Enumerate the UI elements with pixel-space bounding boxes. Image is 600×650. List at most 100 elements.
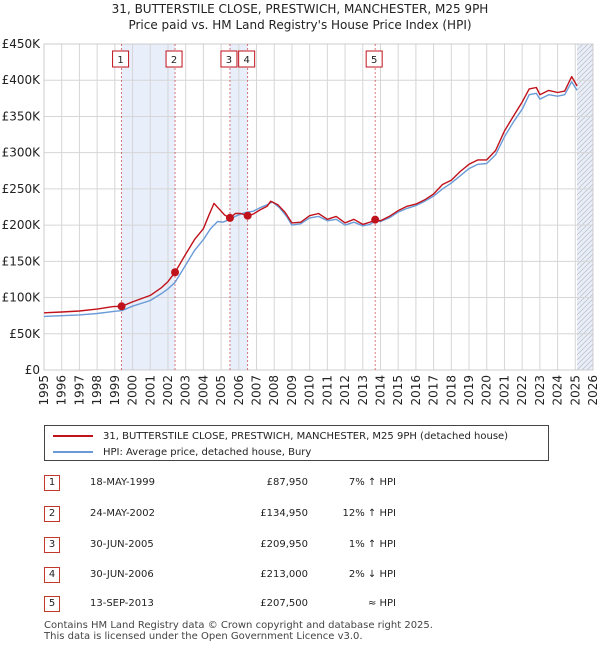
future-hatch-line	[577, 44, 593, 61]
future-hatch-line	[577, 9, 593, 25]
series-line-hpi	[43, 81, 578, 318]
future-hatch-line	[577, 218, 593, 236]
sale-number-box	[165, 50, 183, 68]
x-tick-label: 2013	[356, 375, 370, 406]
future-hatch-line	[577, 303, 593, 321]
sale-number-badge: 5	[44, 596, 60, 612]
future-hatch-line	[577, 293, 593, 311]
sale-date: 30-JUN-2006	[90, 569, 154, 580]
future-hatch-line	[577, 228, 593, 246]
future-hatch-line	[577, 253, 593, 271]
legend-swatch-hpi	[53, 451, 93, 453]
sale-hpi-comparison: 12% ↑ HPI	[342, 508, 396, 519]
future-hatch-line	[577, 238, 593, 256]
table-row: 5 13-SEP-2013 £207,500 ≈ HPI	[44, 596, 564, 612]
future-hatch-line	[577, 133, 593, 151]
future-hatch-line	[577, 148, 593, 166]
sale-markers	[117, 211, 380, 311]
x-tick-label: 2004	[196, 375, 210, 406]
sale-number-label: 3	[226, 55, 232, 66]
future-hatch-line	[577, 163, 593, 181]
future-hatch-line	[577, 273, 593, 291]
x-tick-label: 2011	[320, 375, 334, 406]
x-tick-label: 2026	[586, 375, 600, 406]
x-tick-label: 2006	[232, 375, 246, 406]
sale-number-label: 5	[371, 55, 377, 66]
x-tick-label: 2010	[303, 375, 317, 406]
x-tick-label: 1996	[55, 375, 69, 406]
future-hatch-line	[586, 363, 593, 370]
x-tick-label: 2008	[267, 375, 281, 406]
series-line-property	[43, 75, 578, 314]
future-hatch-line	[577, 24, 593, 40]
price-chart: £0 £50K £100K £150K £200K £250K £300K £350K £400…	[2, 4, 600, 406]
future-hatch-line	[577, 323, 593, 341]
x-tick-label: 2018	[444, 375, 458, 406]
sale-date: 30-JUN-2005	[90, 539, 154, 550]
sale-marker	[117, 302, 126, 311]
sale-hpi-comparison: ≈ HPI	[367, 598, 396, 609]
grid-lines	[43, 43, 594, 371]
x-tick-label: 2002	[161, 375, 175, 406]
footer-copyright: Contains HM Land Registry data © Crown c…	[44, 620, 433, 631]
future-hatch-line	[577, 58, 593, 76]
future-hatch-line	[577, 188, 593, 206]
sale-marker	[371, 215, 380, 224]
x-tick-label: 2022	[515, 375, 529, 406]
y-tick-label: £50K	[9, 327, 41, 341]
future-hatch-line	[577, 44, 579, 46]
x-tick-label: 2025	[568, 375, 582, 406]
table-row: 2 24-MAY-2002 £134,950 12% ↑ HPI	[44, 506, 564, 522]
future-hatch-line	[577, 53, 593, 71]
future-hatch-line	[577, 198, 593, 216]
future-hatch-line	[577, 223, 593, 241]
x-tick-label: 2001	[143, 375, 157, 406]
future-hatch-line	[577, 298, 593, 316]
x-tick-label: 1998	[90, 375, 104, 406]
sale-hpi-comparison: 1% ↑ HPI	[348, 539, 396, 550]
sale-price: £207,500	[260, 598, 308, 609]
sale-marker	[243, 211, 252, 220]
sale-number-label: 4	[243, 55, 249, 66]
legend-label-property: 31, BUTTERSTILE CLOSE, PRESTWICH, MANCHE…	[103, 430, 509, 442]
y-tick-label: £150K	[2, 254, 42, 268]
chart-title: 31, BUTTERSTILE CLOSE, PRESTWICH, MANCHE…	[111, 2, 489, 16]
future-hatch-line	[577, 83, 593, 101]
future-hatch-line	[577, 158, 593, 176]
future-hatch-line	[577, 118, 593, 136]
future-hatch-line	[577, 4, 593, 20]
x-axis-labels: 1995 1996 1997 1998 1999 2000 2001 2002 2003 2004…	[37, 375, 600, 406]
plot-border	[43, 43, 594, 371]
future-hatch-line	[577, 63, 593, 81]
x-tick-label: 2021	[497, 375, 511, 406]
legend-swatch-property	[53, 435, 93, 437]
x-tick-label: 2000	[126, 375, 140, 406]
future-hatch-line	[577, 48, 593, 66]
future-hatch-line	[577, 44, 584, 51]
sale-number-label: 1	[117, 55, 123, 66]
future-hatch-line	[577, 98, 593, 116]
legend-item-property: 31, BUTTERSTILE CLOSE, PRESTWICH, MANCHE…	[53, 429, 508, 443]
future-hatch-line	[577, 108, 593, 126]
sale-date: 13-SEP-2013	[90, 598, 154, 609]
sale-marker	[225, 213, 234, 222]
legend-item-hpi: HPI: Average price, detached house, Bury	[53, 445, 311, 459]
future-hatch-line	[577, 143, 593, 161]
future-hatch-line	[577, 318, 593, 336]
x-tick-label: 2015	[391, 375, 405, 406]
sale-price: £134,950	[260, 508, 308, 519]
sale-number-label: 2	[171, 55, 177, 66]
y-tick-label: £100K	[2, 291, 42, 305]
future-hatch-line	[577, 128, 593, 146]
future-hatch-line	[577, 183, 593, 201]
chart-subtitle: Price paid vs. HM Land Registry's House …	[128, 18, 472, 32]
sale-hpi-comparison: 2% ↓ HPI	[348, 569, 396, 580]
future-hatch-line	[577, 173, 593, 191]
future-hatch-line	[577, 193, 593, 211]
x-tick-label: 2023	[533, 375, 547, 406]
x-tick-label: 2007	[250, 375, 264, 406]
sale-number-box	[220, 50, 238, 68]
future-hatch-line	[577, 178, 593, 196]
future-hatch-line	[577, 103, 593, 121]
